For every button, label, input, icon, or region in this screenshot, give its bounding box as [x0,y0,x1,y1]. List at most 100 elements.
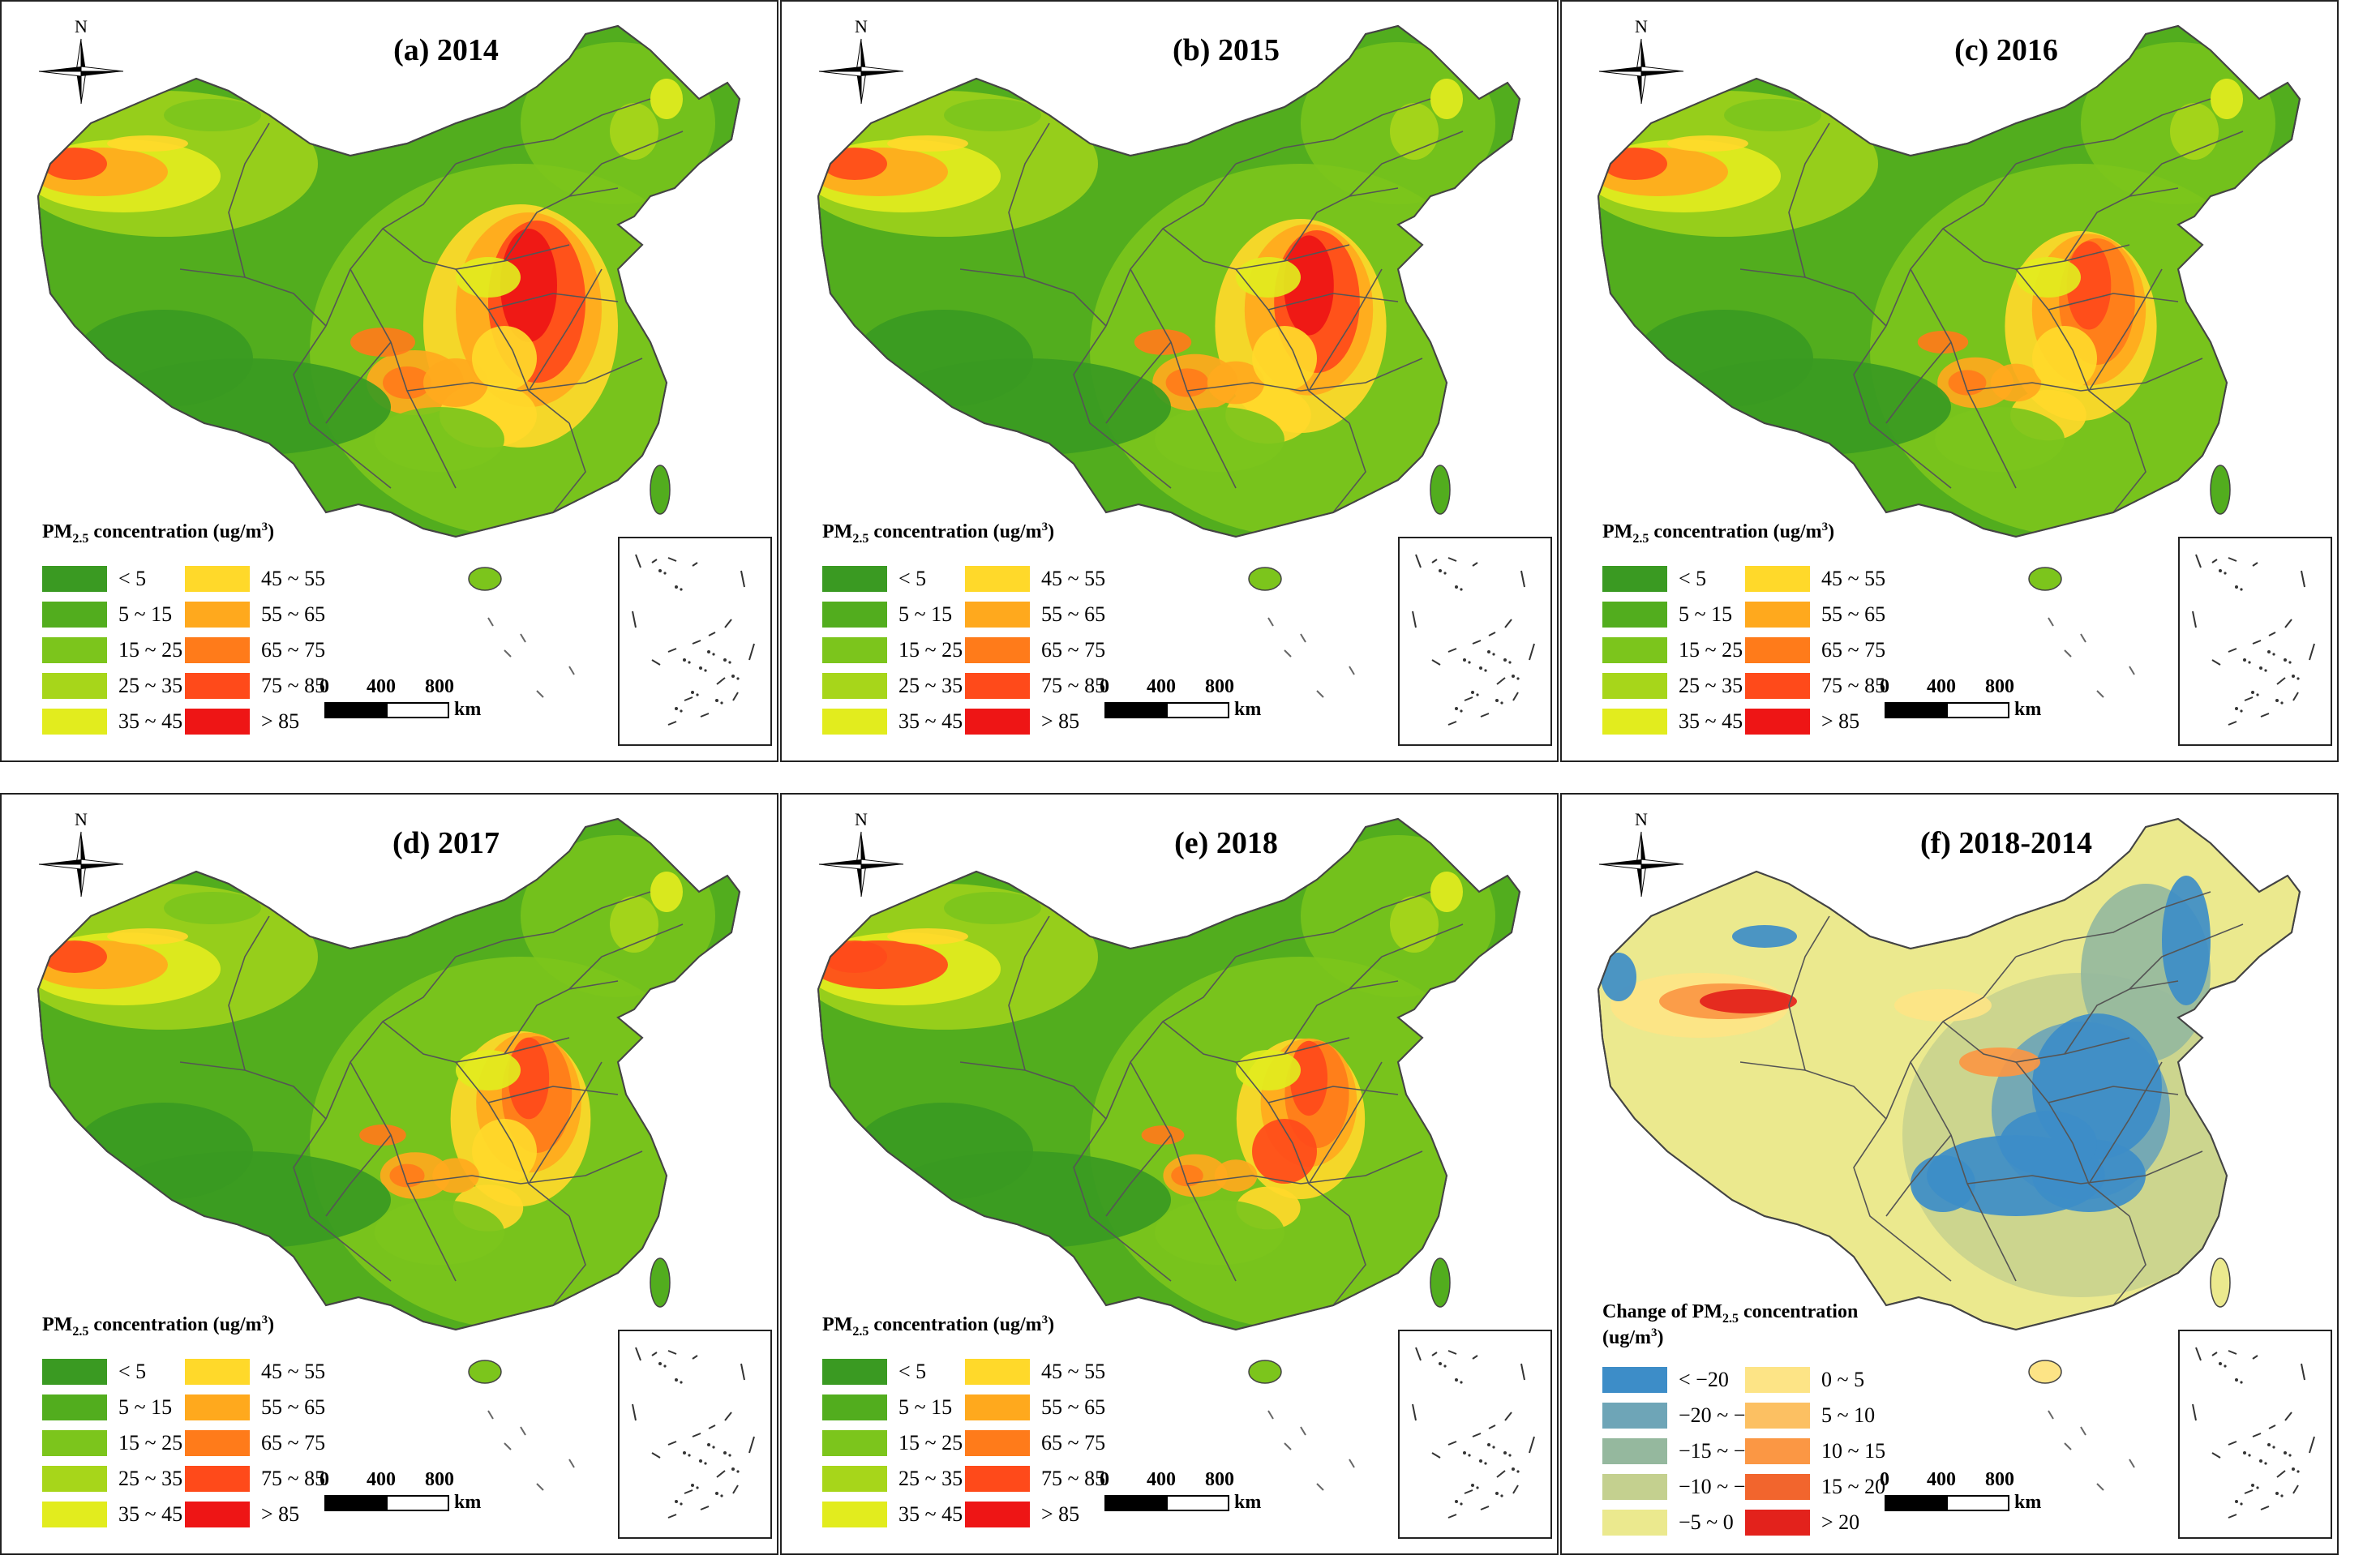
province-boundary [1105,341,1172,424]
province-boundary [293,1118,392,1282]
scale-bar: 0 400 800 km [1880,676,2041,721]
province-boundary [1853,325,1952,489]
legend-item: 25 ~ 35 [42,668,182,704]
province-boundary [325,1134,392,1217]
legend-label: −5 ~ 0 [1679,1510,1734,1534]
province-boundary [1885,1134,1952,1217]
province-boundary [1332,1215,1366,1306]
legend-item: 35 ~ 45 [1602,704,1743,739]
legend-label: 15 ~ 25 [898,1431,963,1454]
province-boundary [1267,293,1399,311]
taiwan-island [1430,1257,1451,1308]
province-boundary [2015,1061,2130,1217]
concentration-patch [1894,989,1992,1022]
legend-label: 65 ~ 75 [261,638,326,662]
legend-swatch [1602,602,1667,628]
map-panel-f: (f) 2018-2014 N Change of PM2.5 concentrat… [1560,793,2339,1555]
china-map [36,817,741,1491]
province-boundary [1073,325,1172,489]
scale-unit: km [454,1492,482,1513]
legend-swatch [1745,1367,1810,1393]
legend-swatch [185,709,250,735]
legend-swatch [1745,1510,1810,1536]
concentration-patch [164,99,261,131]
concentration-patch [164,892,261,924]
legend-label: −10 ~ −5 [1679,1475,1756,1498]
legend-swatch [822,1466,887,1492]
south-china-sea-inset [2178,1330,2332,1539]
province-boundary [1235,891,1431,958]
legend-swatch [822,602,887,628]
legend-label: 35 ~ 45 [118,709,183,733]
concentration-patch [456,1050,521,1090]
legend-swatch [185,1466,250,1492]
legend-swatch [822,1502,887,1527]
taiwan-island [1430,465,1451,515]
province-boundary [1853,1118,1952,1282]
map-panel-c: (c) 2016 N PM2.5 concentration (ug/m3) < 5 5… [1560,0,2339,762]
legend-label: 15 ~ 20 [1821,1475,1886,1498]
province-boundary [1349,923,1464,990]
legend-title-prefix: Change of PM [1602,1301,1722,1322]
legend-swatch [822,637,887,663]
legend-label: 55 ~ 65 [261,602,326,626]
scale-segment-black [1885,1494,1948,1511]
legend-item: 65 ~ 75 [1745,632,1885,668]
province-boundary [1966,1150,2203,1185]
legend-label: < −20 [1679,1368,1729,1391]
legend-label: 5 ~ 10 [1821,1403,1876,1427]
concentration-patch [75,310,253,407]
concentration-patch [500,229,557,342]
legend-item: > 85 [1745,704,1885,739]
legend-label: 5 ~ 15 [118,1395,173,1419]
legend-label: 15 ~ 25 [1679,638,1743,662]
concentration-patch [1207,361,1265,405]
legend-title-superscript: 3 [1821,521,1829,533]
scale-unit: km [2014,1492,2042,1513]
legend-swatch [822,673,887,699]
province-boundary [2088,268,2163,392]
province-boundary [1788,122,1830,278]
concentration-patch [822,940,887,973]
legend-item: −15 ~ −10 [1602,1433,1766,1469]
province-boundary [2112,422,2146,513]
province-boundary [1008,122,1050,278]
province-boundary [528,1061,603,1185]
legend-title-end: ) [268,521,275,542]
north-label: N [1635,811,1648,829]
concentration-patch [389,1163,425,1188]
concentration-patch [1990,363,2042,402]
concentration-patch [887,135,968,152]
scale-tick-label: 0 [1100,1469,1109,1490]
legend-title: PM2.5 concentration (ug/m3) [822,1313,1054,1339]
legend-swatch [965,673,1030,699]
legend-column: 45 ~ 55 55 ~ 65 65 ~ 75 75 ~ 85 > 85 [1745,561,1885,739]
legend-label: 25 ~ 35 [118,674,183,697]
legend-item: 55 ~ 65 [1745,597,1885,632]
legend-item: > 85 [185,704,325,739]
map-panel-a: (a) 2014 N PM2.5 concentration (ug/m3) < 5 5… [0,0,778,762]
legend-item: 75 ~ 85 [1745,668,1885,704]
map-panel-d: (d) 2017 N PM2.5 concentration (ug/m3) < 5 5… [0,793,778,1555]
legend-item: 15 ~ 20 [1745,1469,1885,1505]
legend-item: 15 ~ 25 [822,632,963,668]
concentration-patch [472,326,537,391]
province-boundary [228,122,270,278]
legend-item: 15 ~ 25 [1602,632,1743,668]
legend-swatch [965,637,1030,663]
panel-title-text: (f) 2018-2014 [1919,826,2093,860]
legend-item: 0 ~ 5 [1745,1362,1885,1398]
scale-bar: 0 400 800 km [1100,676,1261,721]
concentration-patch [1252,326,1317,391]
north-arrow-icon: N [32,16,130,119]
province-boundary [1739,268,1887,327]
concentration-patch [1430,79,1463,119]
scale-tick-label: 800 [1985,676,2014,697]
map-panel-e: (e) 2018 N PM2.5 concentration (ug/m3) < 5 5… [780,793,1559,1555]
concentration-patch [472,1119,537,1184]
legend-label: > 85 [1041,709,1080,733]
legend-item: 75 ~ 85 [965,1461,1105,1497]
legend-item: 5 ~ 15 [822,597,963,632]
province-boundary [1008,915,1050,1071]
north-arrow-icon: N [813,16,910,119]
